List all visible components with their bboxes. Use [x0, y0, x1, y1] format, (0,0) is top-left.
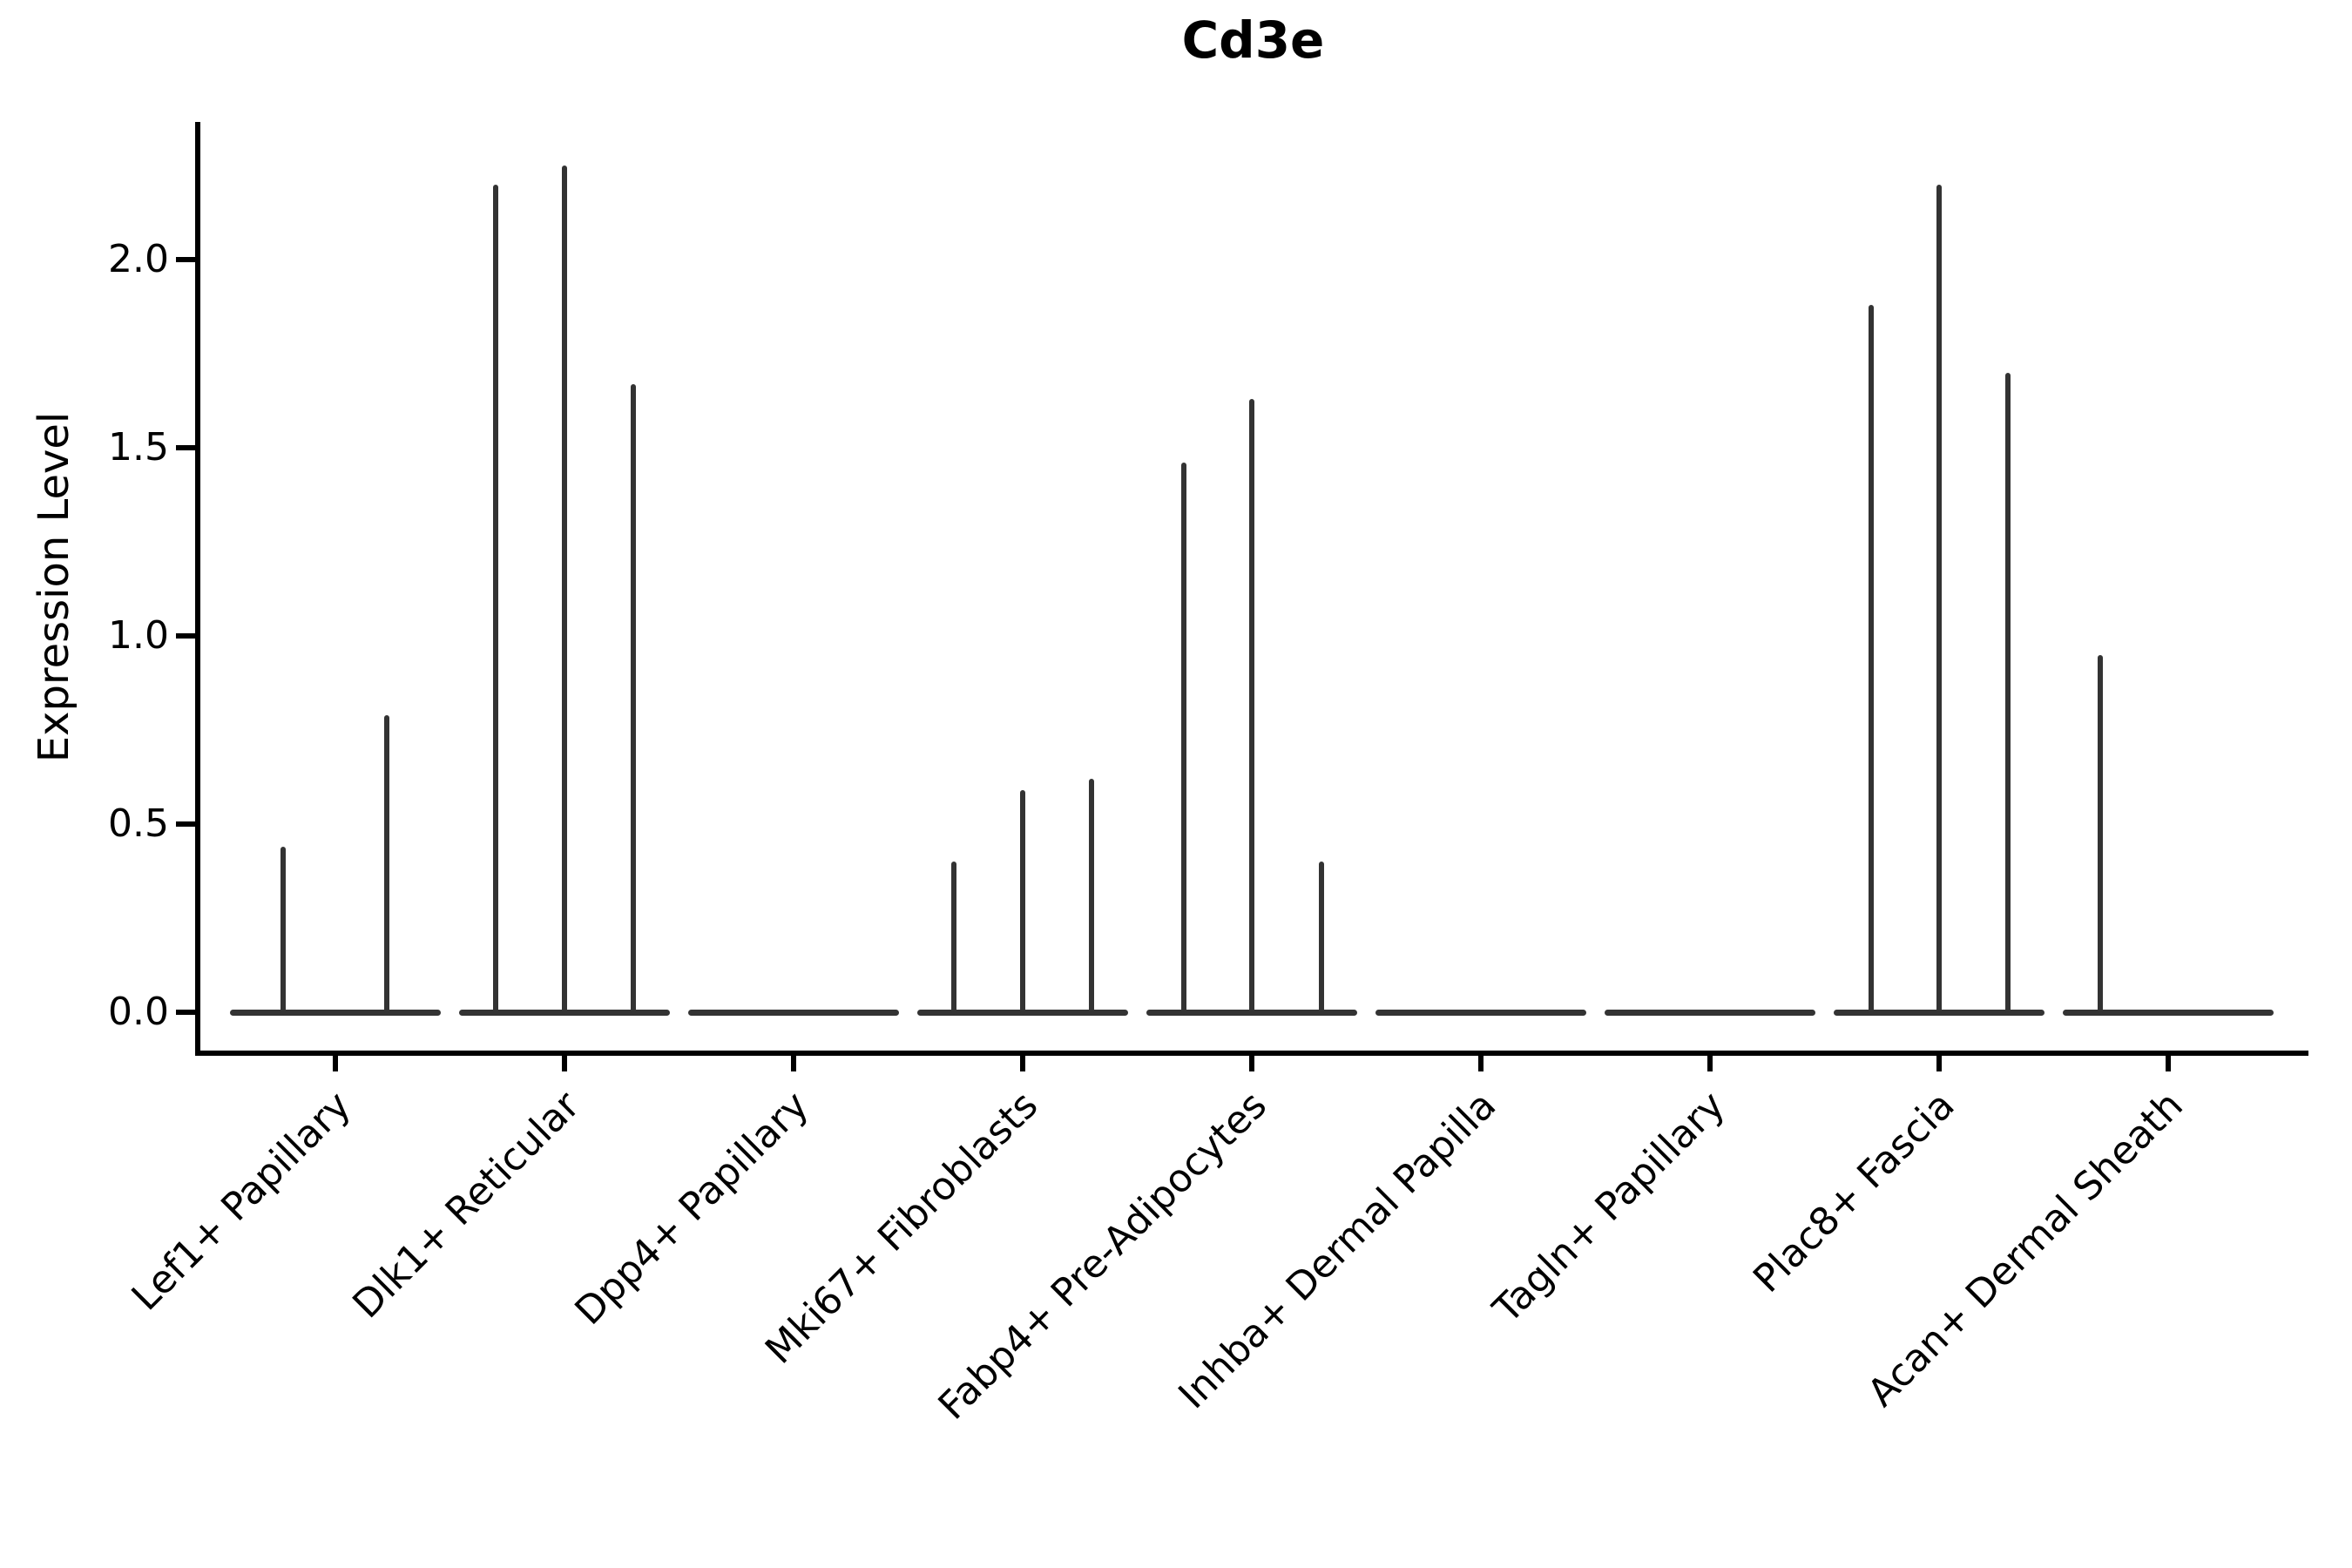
violin-spike [562, 166, 567, 1015]
violin-baseline [2063, 1010, 2274, 1016]
x-tick-mark [333, 1056, 338, 1071]
y-axis-spine [195, 122, 200, 1056]
x-tick-label: Dpp4+ Papillary [566, 1083, 818, 1334]
x-tick-label: Plac8+ Fascia [1744, 1083, 1963, 1301]
y-tick-mark [176, 821, 195, 827]
x-tick-mark [562, 1056, 567, 1071]
y-tick-label: 0.0 [108, 990, 169, 1034]
y-tick-label: 1.5 [108, 425, 169, 470]
violin-spike [1869, 304, 1874, 1015]
violin-spike [280, 846, 286, 1015]
violin-spike [384, 714, 389, 1015]
x-tick-mark [1707, 1056, 1713, 1071]
violin-spike [2005, 372, 2011, 1015]
violin-spike [1936, 184, 1942, 1015]
violin-spike [1319, 862, 1324, 1015]
violin-spike [493, 184, 498, 1015]
x-tick-mark [1249, 1056, 1254, 1071]
violin-spike [951, 862, 956, 1015]
x-tick-mark [791, 1056, 796, 1071]
x-tick-mark [2166, 1056, 2171, 1071]
y-tick-label: 0.5 [108, 801, 169, 846]
violin-baseline [1375, 1010, 1586, 1016]
violin-baseline [1605, 1010, 1815, 1016]
y-tick-label: 2.0 [108, 237, 169, 281]
y-tick-label: 1.0 [108, 613, 169, 658]
y-tick-mark [176, 257, 195, 262]
x-axis-spine [195, 1051, 2308, 1056]
x-tick-label: Dlk1+ Reticular [344, 1083, 589, 1328]
plot-title: Cd3e [1181, 10, 1325, 70]
y-tick-mark [176, 633, 195, 639]
violin-spike [631, 383, 636, 1015]
x-tick-label: Tagln+ Papillary [1484, 1083, 1734, 1332]
violin-spike [1089, 779, 1094, 1015]
x-tick-mark [1020, 1056, 1025, 1071]
violin-spike [2098, 654, 2103, 1015]
y-tick-mark [176, 445, 195, 450]
violin-baseline [688, 1010, 899, 1016]
violin-spike [1249, 398, 1254, 1015]
violin-baseline [230, 1010, 441, 1016]
x-tick-mark [1936, 1056, 1942, 1071]
x-tick-label: Lef1+ Papillary [123, 1083, 360, 1320]
violin-spike [1181, 463, 1186, 1015]
violin-spike [1020, 790, 1025, 1015]
y-tick-mark [176, 1010, 195, 1015]
x-tick-mark [1478, 1056, 1484, 1071]
